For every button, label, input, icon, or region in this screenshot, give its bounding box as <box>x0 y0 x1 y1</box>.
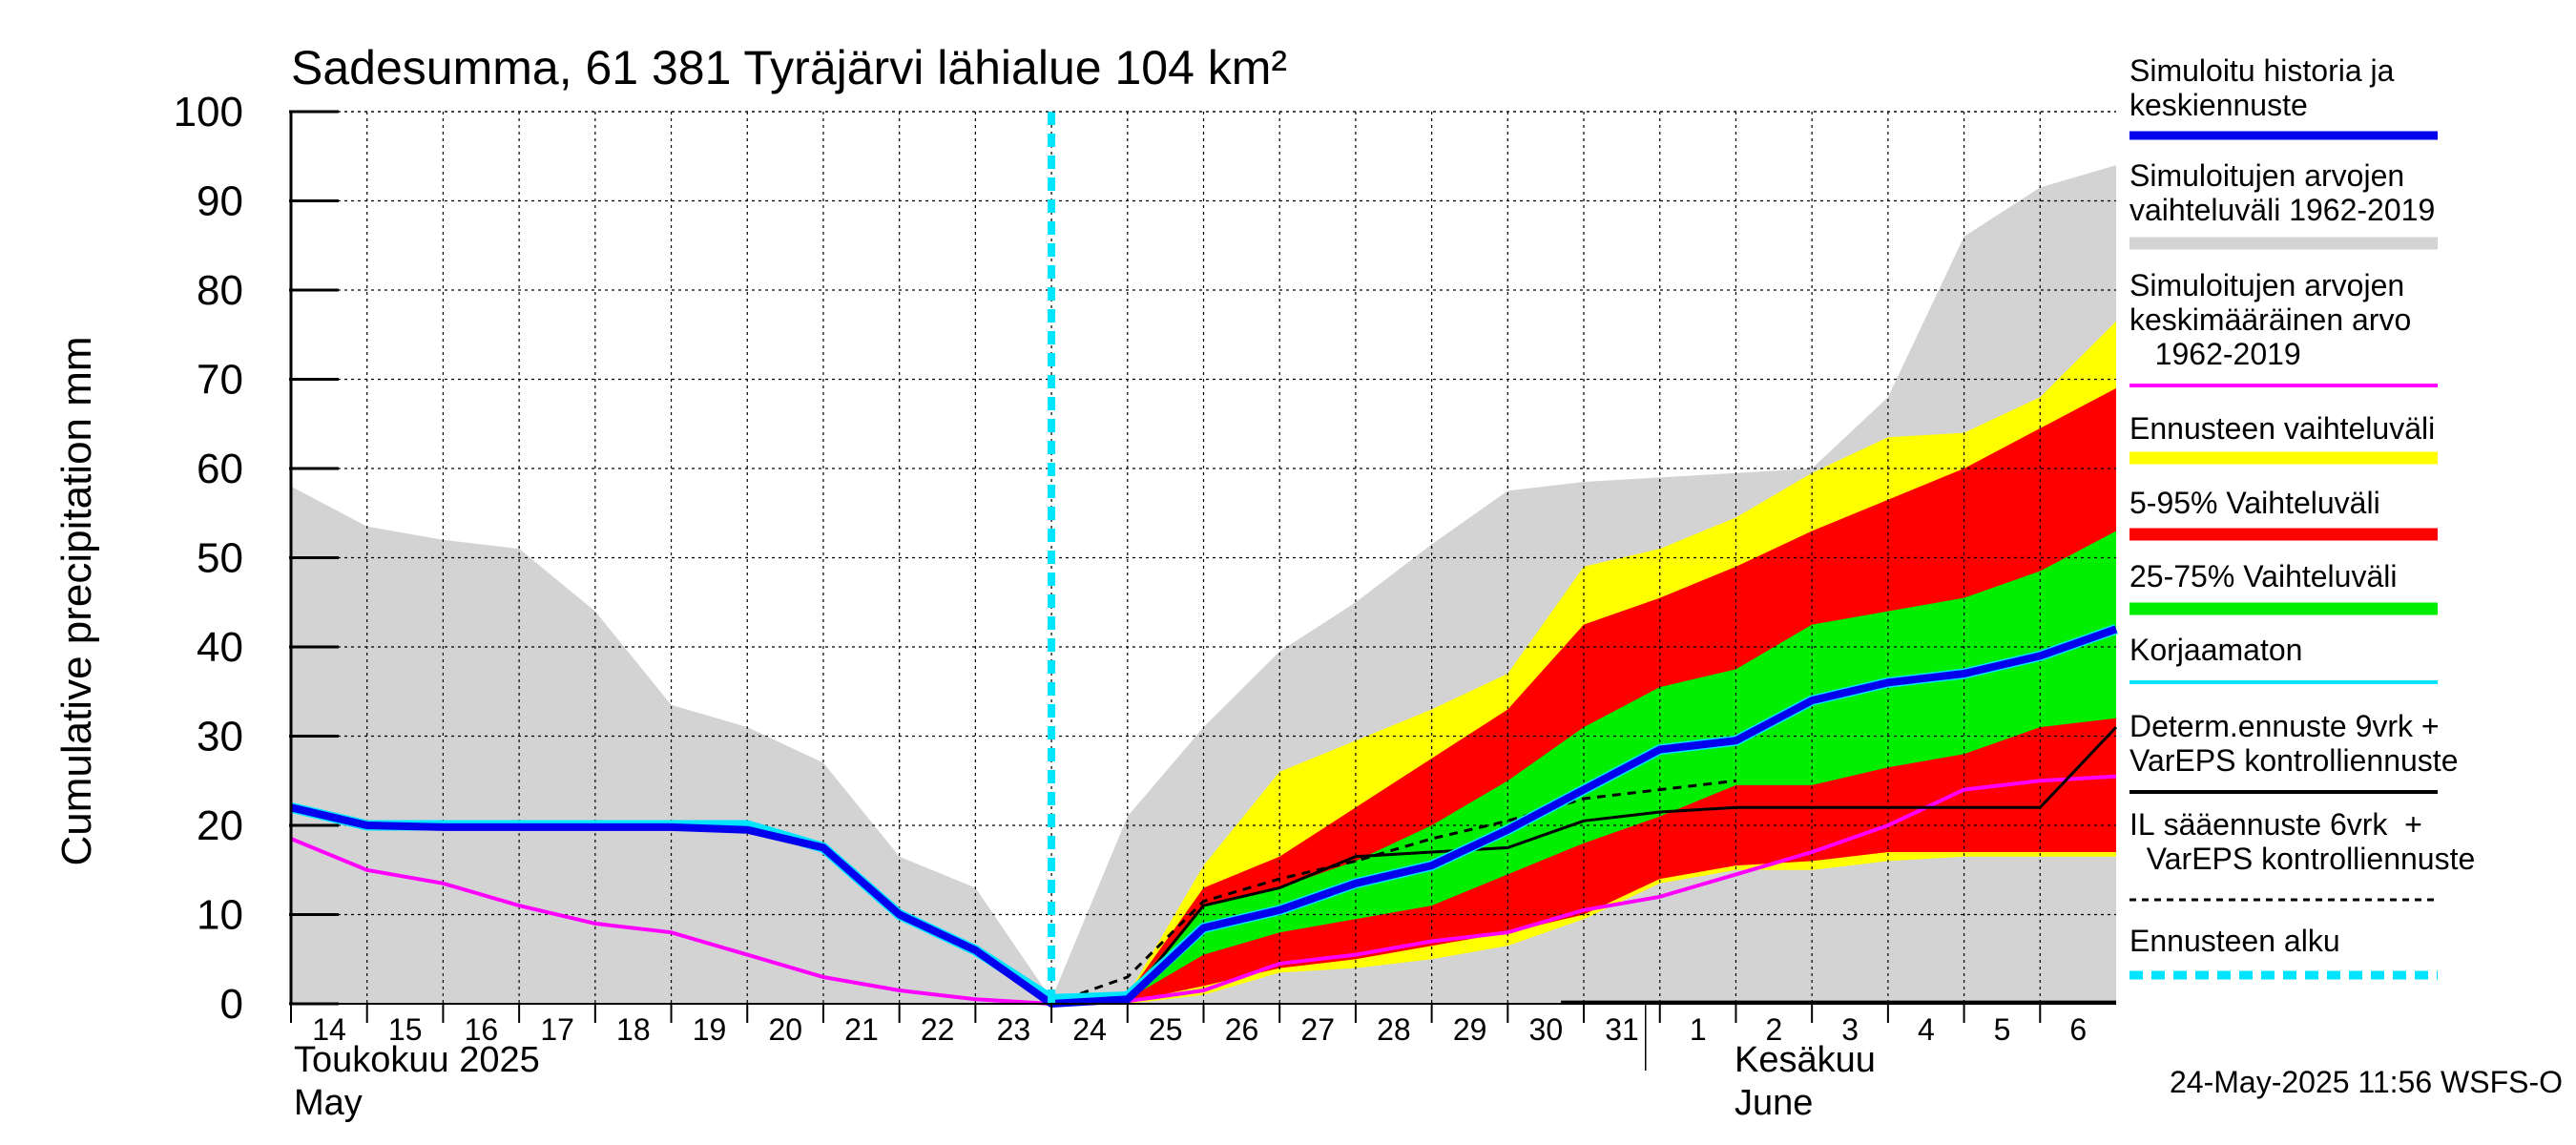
x-tick-label: 29 <box>1453 1012 1487 1047</box>
legend-label: Korjaamaton <box>2129 633 2302 667</box>
legend-item: Determ.ennuste 9vrk + VarEPS kontrollienn… <box>2129 709 2458 794</box>
x-tick-label: 25 <box>1149 1012 1183 1047</box>
plot-grid <box>291 111 2116 1004</box>
x-tick-label: 5 <box>1994 1012 2011 1047</box>
legend-label: Simuloitujen arvojen keskimääräinen arvo … <box>2129 268 2411 371</box>
x-tick-label: 30 <box>1529 1012 1564 1047</box>
line-deterministic <box>1051 726 2118 1006</box>
x-tick-label: 6 <box>2069 1012 2087 1047</box>
legend-label: 5-95% Vaihteluväli <box>2129 486 2380 520</box>
legend-label: Simuloitujen arvojen vaihteluväli 1962-20… <box>2129 158 2435 227</box>
plot-bands <box>291 165 2116 1005</box>
y-tick-label: 50 <box>197 535 243 582</box>
x-tick-label: 14 <box>312 1012 346 1047</box>
month-label-june-fi: Kesäkuu <box>1735 1040 1876 1080</box>
legend-label: Ennusteen vaihteluväli <box>2129 411 2435 446</box>
x-tick-label: 2 <box>1766 1012 1783 1047</box>
legend-label: Simuloitu historia ja keskiennuste <box>2129 53 2395 122</box>
legend-item: Korjaamaton <box>2129 633 2438 684</box>
y-tick-label: 100 <box>174 89 243 135</box>
legend-item: Ennusteen alku <box>2129 924 2438 980</box>
x-tick-label: 17 <box>540 1012 574 1047</box>
x-tick-label: 23 <box>997 1012 1031 1047</box>
x-tick-label: 3 <box>1841 1012 1859 1047</box>
legend: Simuloitu historia ja keskiennuste Simuloi… <box>2129 53 2475 980</box>
month-label-may-en: May <box>294 1083 363 1123</box>
plot-lines <box>289 112 2118 1008</box>
x-tick-label: 16 <box>465 1012 499 1047</box>
y-tick-label: 20 <box>197 802 243 849</box>
legend-item: 5-95% Vaihteluväli <box>2129 486 2438 541</box>
legend-item: Simuloitujen arvojen vaihteluväli 1962-20… <box>2129 158 2438 250</box>
y-tick-label: 10 <box>197 892 243 939</box>
x-tick-label: 31 <box>1605 1012 1639 1047</box>
x-tick-label: 4 <box>1918 1012 1935 1047</box>
x-tick-label: 21 <box>844 1012 879 1047</box>
x-tick-label: 26 <box>1225 1012 1259 1047</box>
legend-item: Ennusteen vaihteluväli <box>2129 411 2438 465</box>
x-tick-label: 15 <box>388 1012 423 1047</box>
legend-item: Simuloitujen arvojen keskimääräinen arvo … <box>2129 268 2438 387</box>
y-axis-label: Cumulative precipitation mm <box>53 336 100 865</box>
x-tick-label: 24 <box>1072 1012 1107 1047</box>
y-tick-label: 30 <box>197 714 243 760</box>
y-tick-label: 40 <box>197 624 243 671</box>
legend-label: 25-75% Vaihteluväli <box>2129 559 2397 593</box>
x-tick-label: 19 <box>693 1012 727 1047</box>
month-label-june-en: June <box>1735 1083 1813 1123</box>
x-tick-label: 27 <box>1300 1012 1335 1047</box>
x-ticks: 14 15 16 17 18 19 20 21 22 23 24 25 26 27 28 29 30 31 1 2 3 4… <box>290 1004 2087 1047</box>
legend-item: IL sääennuste 6vrk + VarEPS kontrollienn… <box>2129 807 2475 902</box>
legend-item: 25-75% Vaihteluväli <box>2129 559 2438 615</box>
month-label-may-fi: Toukokuu 2025 <box>294 1040 540 1080</box>
y-tick-label: 0 <box>220 981 243 1028</box>
chart-title: Sadesumma, 61 381 Tyräjärvi lähialue 104… <box>291 41 1287 94</box>
footer-timestamp: 24-May-2025 11:56 WSFS-O <box>2170 1065 2563 1099</box>
x-tick-label: 20 <box>768 1012 802 1047</box>
x-tick-label: 28 <box>1377 1012 1411 1047</box>
x-tick-label: 1 <box>1690 1012 1707 1047</box>
y-ticks: 0 10 20 30 40 50 60 70 80 90 100 <box>174 89 339 1028</box>
legend-item: Simuloitu historia ja keskiennuste <box>2129 53 2438 140</box>
y-tick-label: 80 <box>197 267 243 314</box>
y-tick-label: 60 <box>197 446 243 492</box>
y-tick-label: 70 <box>197 357 243 404</box>
legend-label: Determ.ennuste 9vrk + VarEPS kontrollienn… <box>2129 709 2458 778</box>
legend-label: Ennusteen alku <box>2129 924 2340 958</box>
legend-label: IL sääennuste 6vrk + VarEPS kontrollienn… <box>2129 807 2475 876</box>
line-mean-forecast <box>290 625 2118 1008</box>
x-tick-label: 22 <box>921 1012 955 1047</box>
x-tick-label: 18 <box>616 1012 651 1047</box>
y-tick-label: 90 <box>197 178 243 225</box>
band-5-95 <box>1051 387 2116 1004</box>
line-climatology-mean <box>290 774 2117 1007</box>
line-il-forecast <box>1050 779 1736 1006</box>
